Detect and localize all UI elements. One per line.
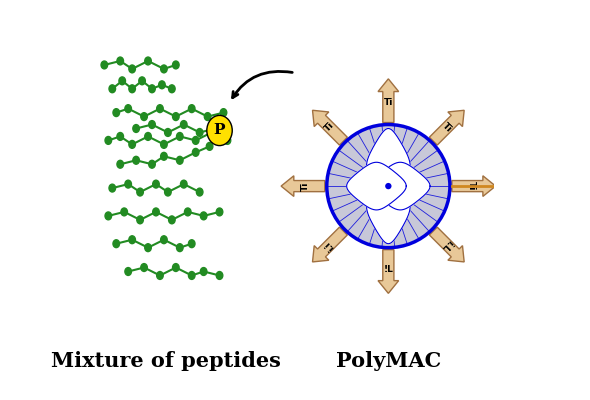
Ellipse shape — [113, 109, 120, 116]
Text: Ti: Ti — [384, 98, 393, 107]
Ellipse shape — [196, 188, 203, 196]
Ellipse shape — [160, 236, 167, 244]
Text: !L: !L — [384, 265, 394, 274]
Polygon shape — [366, 128, 410, 204]
Ellipse shape — [141, 113, 148, 120]
Ellipse shape — [137, 188, 143, 196]
Ellipse shape — [217, 208, 223, 216]
FancyArrow shape — [313, 110, 348, 145]
FancyArrow shape — [378, 250, 399, 293]
Text: Ti: Ti — [301, 182, 310, 191]
Ellipse shape — [141, 264, 148, 272]
Ellipse shape — [149, 120, 155, 128]
Ellipse shape — [101, 61, 107, 69]
Text: Ti: Ti — [467, 182, 476, 191]
Ellipse shape — [176, 156, 183, 164]
Ellipse shape — [157, 105, 163, 112]
Ellipse shape — [217, 272, 223, 280]
FancyArrow shape — [313, 227, 348, 262]
Ellipse shape — [145, 132, 151, 140]
Ellipse shape — [181, 120, 187, 128]
Ellipse shape — [129, 140, 136, 148]
Ellipse shape — [129, 65, 136, 73]
FancyArrow shape — [452, 176, 496, 196]
Ellipse shape — [207, 115, 232, 146]
Ellipse shape — [176, 132, 183, 140]
Ellipse shape — [117, 132, 123, 140]
Ellipse shape — [176, 244, 183, 252]
Circle shape — [385, 183, 392, 189]
FancyArrow shape — [378, 79, 399, 122]
Text: PolyMAC: PolyMAC — [336, 351, 441, 371]
Text: Ti: Ti — [323, 121, 336, 134]
Text: i.L: i.L — [440, 238, 455, 252]
Ellipse shape — [105, 136, 112, 144]
FancyArrow shape — [430, 110, 464, 145]
Ellipse shape — [208, 128, 215, 136]
Ellipse shape — [165, 128, 171, 136]
Ellipse shape — [196, 128, 203, 136]
Ellipse shape — [160, 140, 167, 148]
Ellipse shape — [137, 216, 143, 224]
Ellipse shape — [192, 136, 199, 144]
Ellipse shape — [160, 152, 167, 160]
Ellipse shape — [149, 160, 155, 168]
Ellipse shape — [181, 180, 187, 188]
Ellipse shape — [201, 212, 207, 220]
Ellipse shape — [149, 85, 155, 93]
Ellipse shape — [125, 105, 132, 112]
Ellipse shape — [133, 156, 139, 164]
Ellipse shape — [117, 160, 123, 168]
Ellipse shape — [121, 208, 127, 216]
Ellipse shape — [117, 57, 123, 65]
FancyArrow shape — [430, 227, 464, 262]
Ellipse shape — [129, 85, 136, 93]
Ellipse shape — [133, 124, 139, 132]
Ellipse shape — [159, 81, 165, 89]
Ellipse shape — [169, 85, 175, 93]
Ellipse shape — [145, 57, 151, 65]
Ellipse shape — [165, 188, 171, 196]
Ellipse shape — [188, 272, 195, 280]
Ellipse shape — [125, 268, 132, 276]
Ellipse shape — [224, 136, 231, 144]
Text: Mixture of peptides: Mixture of peptides — [51, 351, 281, 371]
Ellipse shape — [172, 61, 179, 69]
Circle shape — [327, 124, 450, 248]
Ellipse shape — [169, 216, 175, 224]
Ellipse shape — [125, 180, 132, 188]
Ellipse shape — [188, 105, 195, 112]
Ellipse shape — [212, 124, 219, 132]
Ellipse shape — [129, 236, 136, 244]
FancyArrow shape — [281, 176, 324, 196]
Ellipse shape — [160, 65, 167, 73]
Ellipse shape — [119, 77, 126, 85]
Ellipse shape — [206, 142, 213, 150]
Ellipse shape — [201, 268, 207, 276]
Ellipse shape — [109, 85, 116, 93]
Ellipse shape — [153, 180, 159, 188]
Ellipse shape — [188, 240, 195, 248]
Text: P: P — [214, 124, 225, 138]
Polygon shape — [347, 162, 407, 210]
Ellipse shape — [192, 148, 199, 156]
Ellipse shape — [105, 212, 112, 220]
Ellipse shape — [157, 272, 163, 280]
Ellipse shape — [172, 264, 179, 272]
Ellipse shape — [220, 109, 227, 116]
Ellipse shape — [204, 113, 211, 120]
Ellipse shape — [172, 113, 179, 120]
Ellipse shape — [185, 208, 191, 216]
Ellipse shape — [109, 184, 116, 192]
Ellipse shape — [139, 77, 145, 85]
Polygon shape — [366, 168, 410, 244]
Ellipse shape — [145, 244, 151, 252]
Polygon shape — [371, 162, 430, 210]
Ellipse shape — [153, 208, 159, 216]
Text: i.i: i.i — [323, 238, 336, 252]
Ellipse shape — [113, 240, 120, 248]
Text: Ti: Ti — [441, 121, 454, 134]
